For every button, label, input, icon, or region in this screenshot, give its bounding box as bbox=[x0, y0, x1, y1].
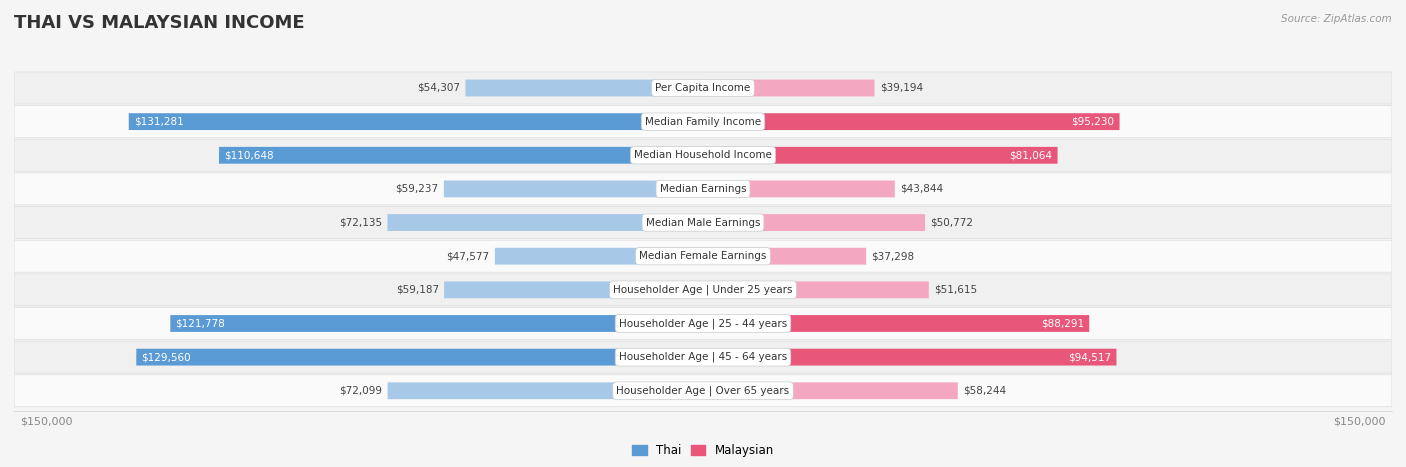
Text: Median Family Income: Median Family Income bbox=[645, 117, 761, 127]
FancyBboxPatch shape bbox=[444, 282, 703, 298]
Text: $50,772: $50,772 bbox=[931, 218, 973, 227]
Text: Median Male Earnings: Median Male Earnings bbox=[645, 218, 761, 227]
FancyBboxPatch shape bbox=[703, 315, 1090, 332]
Text: Householder Age | 25 - 44 years: Householder Age | 25 - 44 years bbox=[619, 318, 787, 329]
Text: $58,244: $58,244 bbox=[963, 386, 1007, 396]
FancyBboxPatch shape bbox=[465, 79, 703, 96]
FancyBboxPatch shape bbox=[703, 79, 875, 96]
FancyBboxPatch shape bbox=[129, 113, 703, 130]
Text: Median Female Earnings: Median Female Earnings bbox=[640, 251, 766, 261]
Text: $72,099: $72,099 bbox=[339, 386, 382, 396]
FancyBboxPatch shape bbox=[136, 349, 703, 366]
Text: $43,844: $43,844 bbox=[900, 184, 943, 194]
Text: $121,778: $121,778 bbox=[176, 318, 225, 328]
FancyBboxPatch shape bbox=[14, 206, 1392, 239]
FancyBboxPatch shape bbox=[14, 341, 1392, 373]
Text: Householder Age | Under 25 years: Householder Age | Under 25 years bbox=[613, 284, 793, 295]
Text: $131,281: $131,281 bbox=[134, 117, 184, 127]
Text: Source: ZipAtlas.com: Source: ZipAtlas.com bbox=[1281, 14, 1392, 24]
Text: $110,648: $110,648 bbox=[224, 150, 274, 160]
FancyBboxPatch shape bbox=[703, 214, 925, 231]
Text: Householder Age | 45 - 64 years: Householder Age | 45 - 64 years bbox=[619, 352, 787, 362]
FancyBboxPatch shape bbox=[14, 173, 1392, 205]
Text: $59,187: $59,187 bbox=[395, 285, 439, 295]
FancyBboxPatch shape bbox=[14, 240, 1392, 272]
Text: $51,615: $51,615 bbox=[934, 285, 977, 295]
Text: Median Earnings: Median Earnings bbox=[659, 184, 747, 194]
FancyBboxPatch shape bbox=[703, 147, 1057, 164]
FancyBboxPatch shape bbox=[388, 382, 703, 399]
FancyBboxPatch shape bbox=[703, 248, 866, 265]
FancyBboxPatch shape bbox=[14, 106, 1392, 138]
FancyBboxPatch shape bbox=[14, 274, 1392, 306]
FancyBboxPatch shape bbox=[444, 181, 703, 198]
FancyBboxPatch shape bbox=[14, 307, 1392, 340]
FancyBboxPatch shape bbox=[14, 139, 1392, 171]
FancyBboxPatch shape bbox=[703, 349, 1116, 366]
Text: $88,291: $88,291 bbox=[1040, 318, 1084, 328]
FancyBboxPatch shape bbox=[495, 248, 703, 265]
Text: $95,230: $95,230 bbox=[1071, 117, 1115, 127]
Text: $39,194: $39,194 bbox=[880, 83, 922, 93]
FancyBboxPatch shape bbox=[703, 113, 1119, 130]
Text: $47,577: $47,577 bbox=[447, 251, 489, 261]
Text: $37,298: $37,298 bbox=[872, 251, 914, 261]
FancyBboxPatch shape bbox=[219, 147, 703, 164]
FancyBboxPatch shape bbox=[388, 214, 703, 231]
Text: $54,307: $54,307 bbox=[418, 83, 460, 93]
FancyBboxPatch shape bbox=[703, 282, 929, 298]
FancyBboxPatch shape bbox=[14, 375, 1392, 407]
FancyBboxPatch shape bbox=[703, 382, 957, 399]
FancyBboxPatch shape bbox=[14, 72, 1392, 104]
Text: $129,560: $129,560 bbox=[142, 352, 191, 362]
Text: $59,237: $59,237 bbox=[395, 184, 439, 194]
Text: Per Capita Income: Per Capita Income bbox=[655, 83, 751, 93]
Text: $81,064: $81,064 bbox=[1010, 150, 1052, 160]
Text: Householder Age | Over 65 years: Householder Age | Over 65 years bbox=[616, 386, 790, 396]
Text: THAI VS MALAYSIAN INCOME: THAI VS MALAYSIAN INCOME bbox=[14, 14, 305, 32]
Legend: Thai, Malaysian: Thai, Malaysian bbox=[627, 439, 779, 462]
FancyBboxPatch shape bbox=[170, 315, 703, 332]
FancyBboxPatch shape bbox=[703, 181, 894, 198]
Text: $72,135: $72,135 bbox=[339, 218, 382, 227]
Text: Median Household Income: Median Household Income bbox=[634, 150, 772, 160]
Text: $94,517: $94,517 bbox=[1069, 352, 1111, 362]
